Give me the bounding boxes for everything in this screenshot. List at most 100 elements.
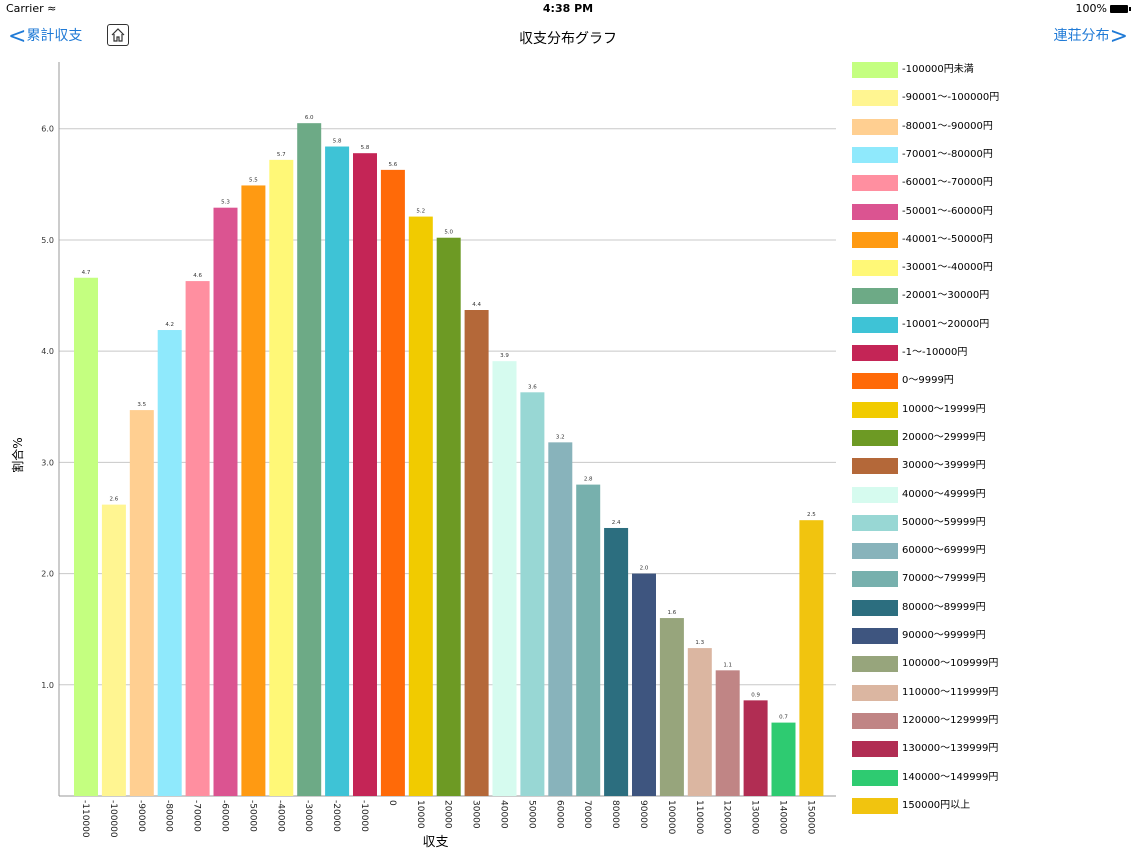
legend-swatch <box>852 231 898 248</box>
legend-label: -30001〜-40000円 <box>902 262 993 274</box>
legend-item: 140000〜149999円 <box>852 769 999 786</box>
x-tick-label: -80000 <box>164 800 174 832</box>
x-tick-label: 30000 <box>471 800 481 829</box>
legend-item: 80000〜89999円 <box>852 599 986 616</box>
data-label: 2.4 <box>612 520 621 526</box>
legend-item: -40001〜-50000円 <box>852 231 993 248</box>
legend-swatch <box>852 401 898 418</box>
legend-label: -20001〜30000円 <box>902 290 990 302</box>
bar <box>464 310 489 796</box>
legend-item: 70000〜79999円 <box>852 571 986 588</box>
x-tick-label: 60000 <box>554 800 564 829</box>
legend-swatch <box>852 514 898 531</box>
status-time: 4:38 PM <box>542 2 594 15</box>
legend-item: 130000〜139999円 <box>852 741 998 758</box>
legend-swatch <box>852 599 898 616</box>
legend-item: -50001〜-60000円 <box>852 203 993 220</box>
data-label: 5.0 <box>444 230 453 236</box>
y-tick-label: 4.0 <box>41 347 54 356</box>
legend-item: 30000〜39999円 <box>852 458 986 475</box>
legend-swatch <box>852 118 898 135</box>
x-tick-label: 140000 <box>778 800 788 835</box>
legend-item: -20001〜30000円 <box>852 288 990 305</box>
x-tick-label: -110000 <box>80 800 90 838</box>
x-tick-label: 100000 <box>666 800 676 835</box>
forward-button[interactable]: 連荘分布> <box>1054 24 1128 49</box>
bar <box>604 527 629 796</box>
bar <box>715 670 740 796</box>
bar <box>492 361 517 796</box>
bar <box>520 392 545 796</box>
data-label: 0.9 <box>751 692 760 698</box>
bar <box>185 281 210 796</box>
bar <box>325 146 350 796</box>
data-label: 2.8 <box>584 477 593 483</box>
x-tick-label: -60000 <box>220 800 230 832</box>
legend-swatch <box>852 175 898 192</box>
carrier-label: Carrier ≈ <box>6 2 56 15</box>
legend-swatch <box>852 656 898 673</box>
bar <box>548 442 573 796</box>
legend-label: 100000〜109999円 <box>902 658 999 670</box>
x-tick-label: 120000 <box>722 800 732 835</box>
x-tick-label: 40000 <box>499 800 509 829</box>
bar <box>74 277 98 796</box>
data-label: 2.5 <box>807 512 816 518</box>
bar <box>799 520 824 796</box>
legend-label: 70000〜79999円 <box>902 573 986 585</box>
data-label: 1.1 <box>723 662 732 668</box>
legend-swatch <box>852 543 898 560</box>
legend-item: 110000〜119999円 <box>852 684 998 701</box>
bar <box>353 153 377 796</box>
legend-label: -40001〜-50000円 <box>902 233 993 245</box>
bar <box>771 722 796 796</box>
data-label: 5.2 <box>416 209 425 215</box>
legend-item: -80001〜-90000円 <box>852 118 993 135</box>
data-label: 4.7 <box>82 270 91 276</box>
legend-swatch <box>852 628 898 644</box>
legend-swatch <box>852 458 898 475</box>
legend-swatch <box>852 684 898 701</box>
legend-label: 0〜9999円 <box>902 375 954 387</box>
legend-item: -90001〜-100000円 <box>852 90 999 107</box>
legend-swatch <box>852 797 898 814</box>
legend-label: -50001〜-60000円 <box>902 205 993 217</box>
bar <box>436 237 461 796</box>
legend-label: 140000〜149999円 <box>902 771 999 783</box>
legend-item: 50000〜59999円 <box>852 514 986 531</box>
back-button-label: 累計収支 <box>26 28 83 44</box>
chevron-left-icon: < <box>8 24 27 49</box>
bar <box>241 185 266 797</box>
bar <box>632 573 656 796</box>
bar <box>576 484 601 796</box>
data-label: 5.8 <box>361 145 370 151</box>
x-tick-label: -10000 <box>359 800 369 832</box>
x-tick-label: 110000 <box>694 800 704 835</box>
legend-item: 10000〜19999円 <box>852 401 986 418</box>
wifi-icon: ≈ <box>47 2 57 15</box>
home-icon <box>111 28 125 42</box>
back-button[interactable]: <累計収支 <box>8 24 82 49</box>
legend-item: 120000〜129999円 <box>852 712 999 729</box>
data-label: 0.7 <box>779 715 788 721</box>
bar <box>408 216 433 797</box>
legend-swatch <box>852 260 898 277</box>
x-tick-label: 80000 <box>610 800 620 829</box>
legend-item: -100000円未満 <box>852 62 974 78</box>
x-tick-label: -100000 <box>108 800 118 838</box>
data-label: 3.6 <box>528 384 537 390</box>
x-tick-label: 50000 <box>526 800 536 829</box>
legend-item: 0〜9999円 <box>852 373 954 390</box>
legend-swatch <box>852 769 898 786</box>
home-button[interactable] <box>107 24 129 46</box>
legend-label: -10001〜20000円 <box>902 318 990 330</box>
legend-label: 120000〜129999円 <box>902 714 999 726</box>
x-tick-label: -30000 <box>303 800 313 832</box>
legend-swatch <box>852 345 898 361</box>
data-label: 4.2 <box>165 322 174 328</box>
bar <box>129 410 154 796</box>
bar <box>687 648 712 796</box>
legend-item: 90000〜99999円 <box>852 628 986 644</box>
legend-label: 10000〜19999円 <box>902 403 986 415</box>
legend-swatch <box>852 90 898 107</box>
